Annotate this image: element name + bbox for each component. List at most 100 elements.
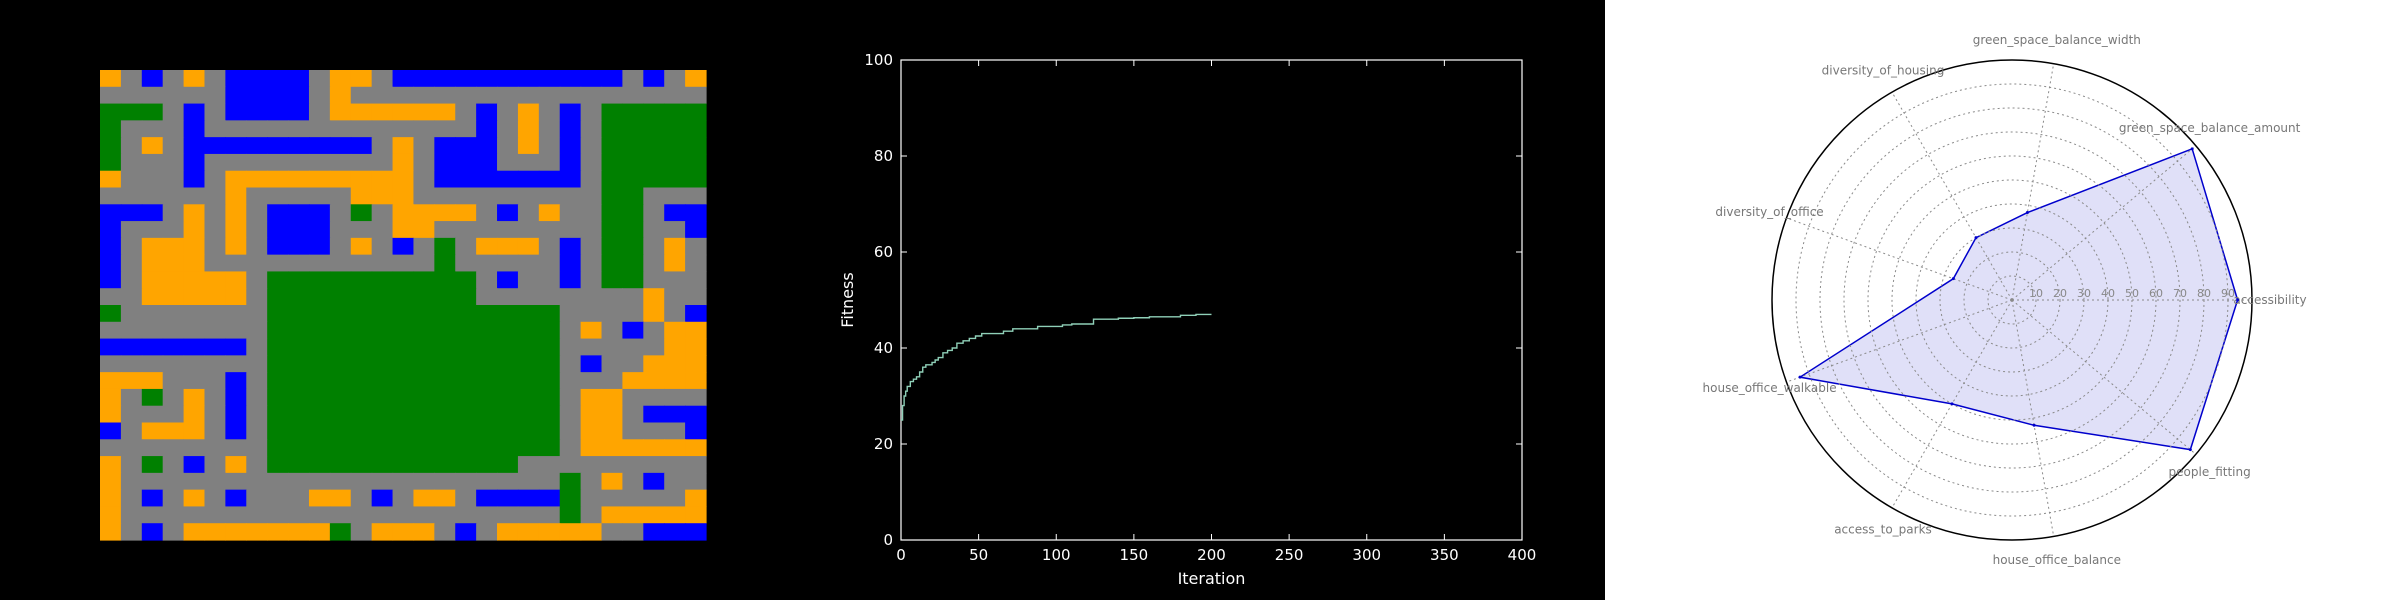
x-tick-label: 200 [1197, 546, 1226, 564]
grid-cell [559, 153, 582, 172]
x-tick-label: 150 [1120, 546, 1149, 564]
grid-cell [183, 137, 206, 155]
grid-cell [455, 456, 477, 474]
grid-cell [308, 137, 331, 155]
grid-cell [664, 120, 686, 138]
grid-cell [455, 288, 477, 306]
grid-cell [183, 523, 206, 541]
grid-cell [246, 472, 268, 491]
grid-cell [580, 187, 603, 205]
grid-cell [371, 288, 394, 306]
radar-vertex-point [1798, 375, 1802, 379]
radar-category-label: green_space_balance_amount [2119, 121, 2301, 135]
grid-cell [141, 170, 164, 189]
grid-cell [308, 204, 331, 222]
grid-cell [517, 103, 540, 121]
grid-cell [267, 137, 289, 155]
grid-cell [350, 506, 373, 524]
grid-cell [204, 153, 226, 172]
grid-cell [601, 506, 624, 524]
grid-cell [141, 439, 164, 457]
grid-cell [664, 439, 686, 457]
grid-cell [246, 372, 268, 390]
grid-cell [100, 506, 122, 524]
grid-cell [120, 271, 143, 289]
grid-cell [225, 355, 247, 373]
grid-cell [434, 523, 456, 541]
grid-cell [371, 86, 394, 105]
grid-cell [580, 523, 603, 541]
grid-cell [622, 254, 644, 273]
grid-cell [664, 221, 686, 239]
grid-cell [120, 372, 143, 390]
grid-cell [204, 86, 226, 105]
grid-cell [246, 321, 268, 340]
grid-cell [308, 237, 331, 256]
grid-cell [497, 187, 519, 205]
grid-cell [497, 355, 519, 373]
grid-cell [225, 506, 247, 524]
grid-cell [643, 422, 665, 440]
grid-cell [100, 472, 122, 491]
grid-cell [580, 305, 603, 323]
grid-cell [601, 204, 624, 222]
grid-cell [162, 355, 185, 373]
grid-cell [120, 204, 143, 222]
grid-cell [476, 170, 498, 189]
grid-cell [204, 523, 226, 541]
grid-cell [413, 170, 435, 189]
grid-cell [183, 86, 206, 105]
grid-cell [538, 422, 561, 440]
grid-cell [371, 439, 394, 457]
grid-cell [580, 153, 603, 172]
grid-cell [580, 254, 603, 273]
grid-cell [434, 405, 456, 424]
grid-cell [517, 254, 540, 273]
grid-cell [100, 137, 122, 155]
grid-cell [392, 456, 415, 474]
grid-cell [392, 355, 415, 373]
grid-cell [643, 506, 665, 524]
grid-cell [664, 271, 686, 289]
grid-cell [538, 338, 561, 356]
grid-cell [538, 237, 561, 256]
grid-cell [204, 405, 226, 424]
grid-cell [455, 523, 477, 541]
grid-cell [392, 523, 415, 541]
grid-cell [559, 305, 582, 323]
grid-cell [455, 221, 477, 239]
grid-cell [434, 288, 456, 306]
grid-cell [267, 321, 289, 340]
grid-cell [392, 70, 415, 88]
grid-cell [497, 103, 519, 121]
grid-cell [141, 288, 164, 306]
grid-cell [162, 70, 185, 88]
grid-cell [476, 103, 498, 121]
grid-cell [308, 305, 331, 323]
grid-cell [434, 271, 456, 289]
grid-cell [476, 523, 498, 541]
grid-cell [204, 254, 226, 273]
grid-cell [371, 254, 394, 273]
grid-cell [141, 153, 164, 172]
grid-cell [538, 355, 561, 373]
radar-vertex-point [1951, 277, 1955, 281]
grid-cell [225, 204, 247, 222]
grid-cell [455, 254, 477, 273]
y-tick-label: 100 [864, 51, 893, 69]
grid-cell [455, 137, 477, 155]
radar-grid-circle [1987, 275, 2037, 325]
grid-cell [288, 221, 310, 239]
grid-cell [538, 137, 561, 155]
grid-cell [685, 305, 707, 323]
grid-cell [162, 120, 185, 138]
grid-cell [183, 305, 206, 323]
grid-cell [141, 472, 164, 491]
grid-cell [308, 523, 331, 541]
grid-cell [664, 388, 686, 407]
grid-cell [120, 86, 143, 105]
grid-cell [225, 405, 247, 424]
grid-cell [350, 120, 373, 138]
grid-cell [288, 271, 310, 289]
